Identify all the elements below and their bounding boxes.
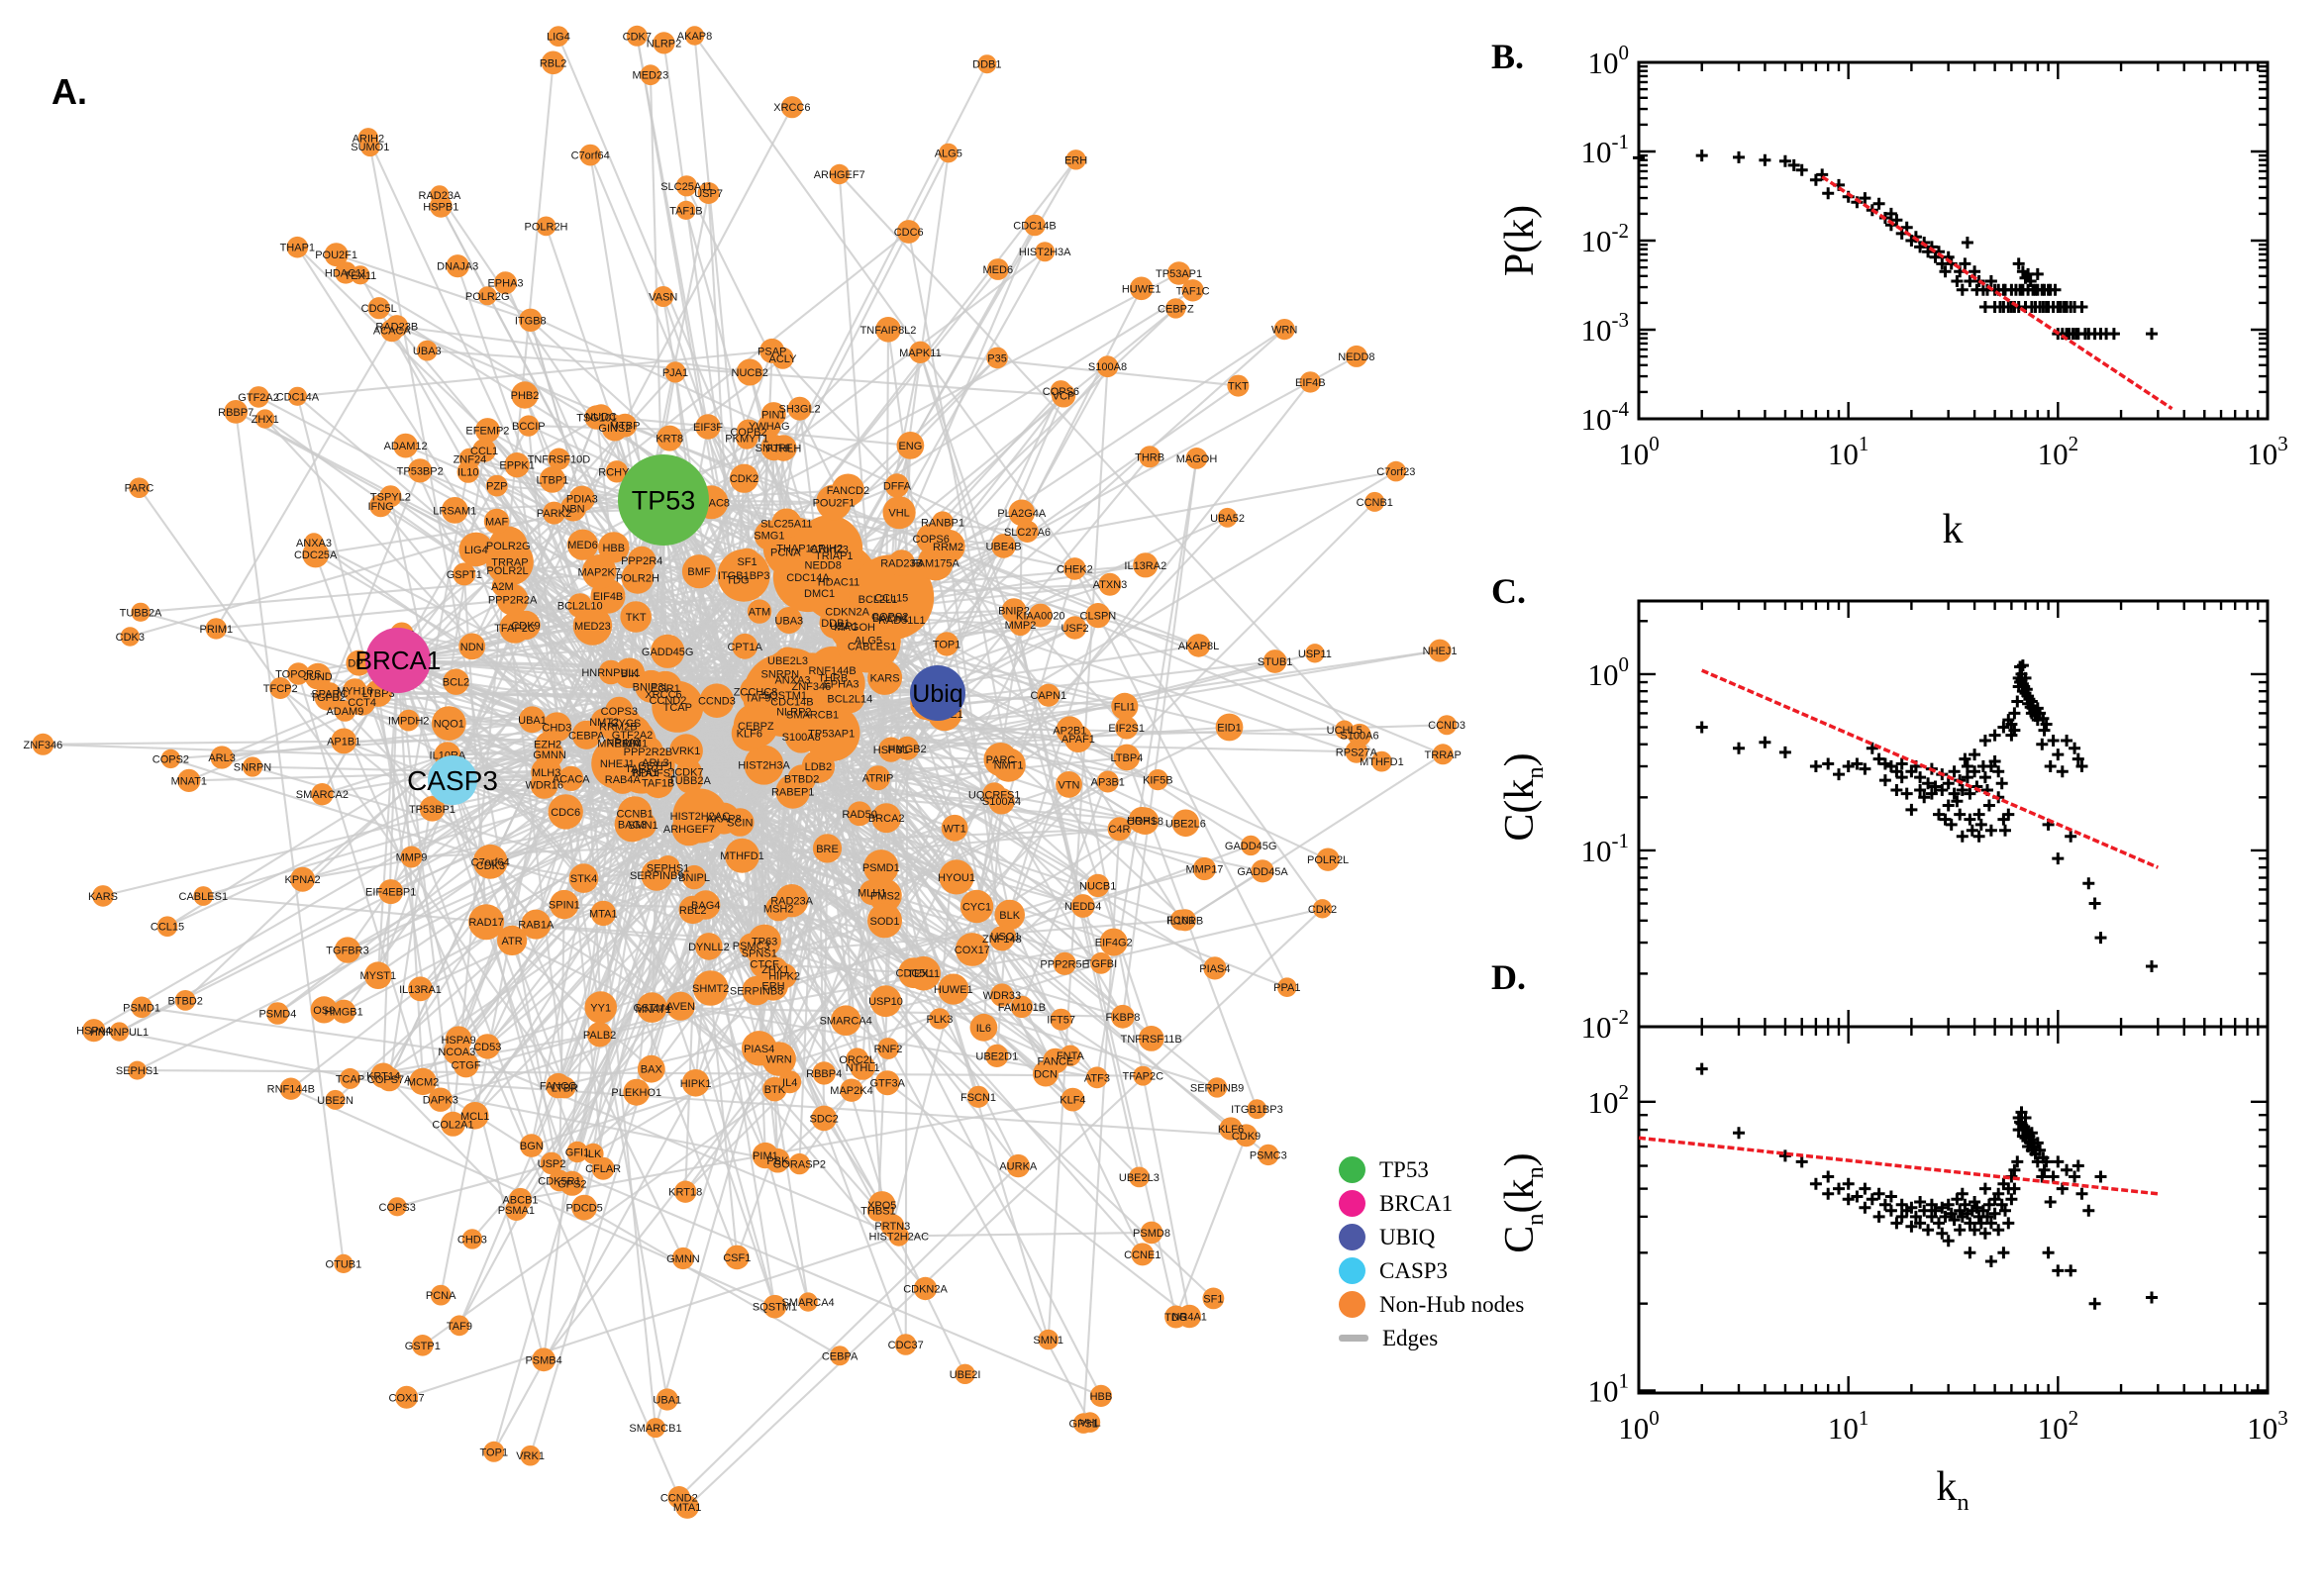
fit-line-C <box>1701 668 2160 869</box>
legend-item-tp53: TP53 <box>1339 1156 1524 1183</box>
svg-text:k: k <box>1943 507 1964 552</box>
svg-text:102: 102 <box>2038 1406 2079 1446</box>
scatter-points-B <box>1633 150 2158 341</box>
legend-label: Non-Hub nodes <box>1379 1291 1525 1317</box>
svg-text:10-4: 10-4 <box>1581 397 1630 437</box>
node-swatch-icon <box>1339 1224 1365 1250</box>
svg-text:kn: kn <box>1936 1464 1969 1516</box>
scatter-points-D <box>1695 1062 2158 1310</box>
svg-text:101: 101 <box>1828 432 1869 471</box>
svg-text:102: 102 <box>2038 432 2079 471</box>
edge-swatch-icon <box>1339 1335 1368 1342</box>
legend-label: UBIQ <box>1379 1224 1436 1249</box>
panel-b-label: B. <box>1491 37 1525 76</box>
svg-text:100: 100 <box>1588 652 1630 692</box>
network-panel: HIST2H3AKLF6CEBPZRABEP1BTBD2SCINAKAP8CDK… <box>24 25 1466 1519</box>
svg-text:103: 103 <box>2247 1406 2288 1446</box>
network-legend: TP53 BRCA1 UBIQ CASP3 Non-Hub nodes Edges <box>1339 1156 1524 1351</box>
node-swatch-icon <box>1339 1156 1365 1183</box>
hub-node-ubiq[interactable] <box>910 665 965 721</box>
hub-label-ubiq: Ubiq <box>912 680 962 708</box>
svg-text:101: 101 <box>1588 1368 1630 1408</box>
chart-C: 10-2 10-1 100 C(kn) <box>1497 599 2270 1045</box>
svg-text:102: 102 <box>1588 1080 1630 1120</box>
svg-text:10-1: 10-1 <box>1581 829 1630 868</box>
gene-labels: HIST2H3AKLF6CEBPZRABEP1BTBD2SCINAKAP8CDK… <box>24 31 1466 1514</box>
svg-text:P(k): P(k) <box>1497 205 1543 276</box>
svg-text:103: 103 <box>2247 432 2288 471</box>
legend-label: Edges <box>1382 1325 1439 1350</box>
svg-text:10-2: 10-2 <box>1581 219 1630 258</box>
legend-item-edges: Edges <box>1339 1325 1524 1351</box>
node-swatch-icon <box>1339 1190 1365 1217</box>
panel-a-label: A. <box>51 71 87 112</box>
chart-B: 100 101 102 103 10-4 10-3 10-2 10-1 100 k P(k) <box>1497 41 2288 552</box>
svg-text:100: 100 <box>1588 41 1630 80</box>
hub-node-casp3[interactable] <box>428 755 477 805</box>
hub-label-casp3: CASP3 <box>407 765 498 796</box>
legend-label: BRCA1 <box>1379 1190 1454 1216</box>
panel-c-label: C. <box>1491 571 1526 611</box>
fit-line-B <box>1821 175 2173 411</box>
legend-item-brca1: BRCA1 <box>1339 1190 1524 1217</box>
hub-node-brca1[interactable] <box>365 628 431 693</box>
legend-item-casp3: CASP3 <box>1339 1257 1524 1284</box>
svg-text:10-3: 10-3 <box>1581 308 1630 348</box>
node-swatch-icon <box>1339 1257 1365 1284</box>
hub-label-tp53: TP53 <box>632 485 696 515</box>
svg-text:10-2: 10-2 <box>1581 1005 1630 1045</box>
svg-text:100: 100 <box>1618 432 1660 471</box>
legend-label: TP53 <box>1379 1156 1429 1182</box>
node-swatch-icon <box>1339 1291 1365 1318</box>
legend-item-non-hub-nodes: Non-Hub nodes <box>1339 1291 1524 1318</box>
svg-text:100: 100 <box>1618 1406 1660 1446</box>
legend-label: CASP3 <box>1379 1257 1449 1283</box>
svg-text:C(kn): C(kn) <box>1497 752 1549 841</box>
fit-line-D <box>1638 1136 2159 1196</box>
hub-node-tp53[interactable] <box>618 454 709 546</box>
svg-text:101: 101 <box>1828 1406 1869 1446</box>
panel-d-label: D. <box>1491 957 1526 997</box>
legend-item-ubiq: UBIQ <box>1339 1224 1524 1250</box>
svg-text:10-1: 10-1 <box>1581 130 1630 169</box>
scatter-points-C <box>1695 659 2158 972</box>
hub-label-brca1: BRCA1 <box>355 646 442 675</box>
nonhub-nodes[interactable] <box>32 25 1458 1519</box>
